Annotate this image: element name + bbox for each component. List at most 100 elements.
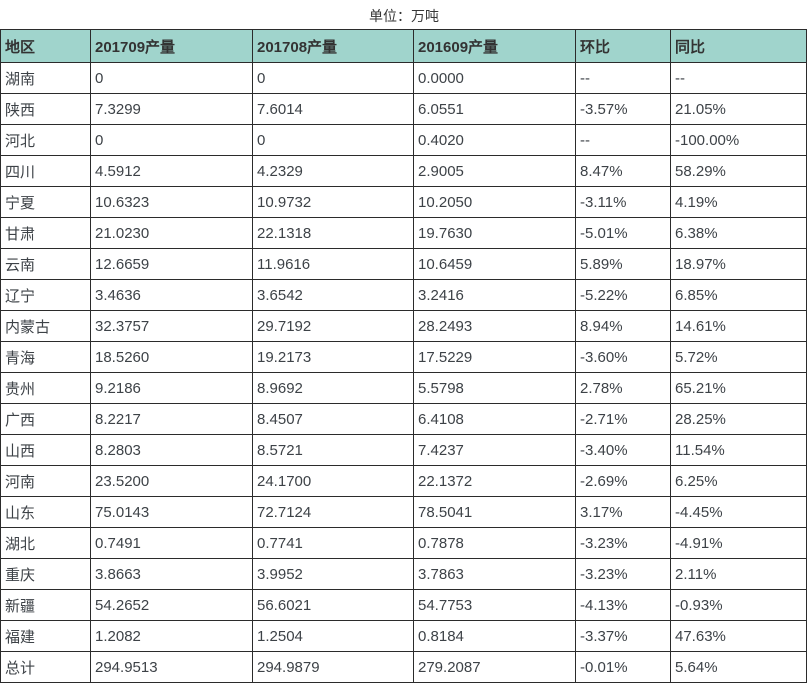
cell-201708-output: 3.9952 <box>252 558 414 590</box>
table-header: 地区 201709产量 201708产量 201609产量 环比 同比 <box>0 29 807 63</box>
cell-yoy: 47.63% <box>670 620 807 652</box>
column-header-region: 地区 <box>0 29 91 63</box>
cell-201609-output: 10.2050 <box>413 186 576 218</box>
cell-201609-output: 7.4237 <box>413 434 576 466</box>
cell-201709-output: 21.0230 <box>90 217 253 249</box>
column-header-mom: 环比 <box>575 29 671 63</box>
cell-mom: 5.89% <box>575 248 671 280</box>
cell-201708-output: 72.7124 <box>252 496 414 528</box>
table-row: 内蒙古 32.3757 29.7192 28.2493 8.94% 14.61% <box>0 310 807 342</box>
cell-201609-output: 279.2087 <box>413 651 576 683</box>
table-row: 青海 18.5260 19.2173 17.5229 -3.60% 5.72% <box>0 341 807 373</box>
cell-201709-output: 9.2186 <box>90 372 253 404</box>
cell-201709-output: 0.7491 <box>90 527 253 559</box>
cell-region: 陕西 <box>0 93 91 125</box>
column-header-201708-output: 201708产量 <box>252 29 414 63</box>
cell-mom: 8.94% <box>575 310 671 342</box>
cell-201609-output: 6.0551 <box>413 93 576 125</box>
cell-201708-output: 8.9692 <box>252 372 414 404</box>
cell-201709-output: 4.5912 <box>90 155 253 187</box>
cell-201609-output: 78.5041 <box>413 496 576 528</box>
table-row-total: 总计 294.9513 294.9879 279.2087 -0.01% 5.64% <box>0 651 807 683</box>
cell-mom: -0.01% <box>575 651 671 683</box>
cell-mom: -3.37% <box>575 620 671 652</box>
cell-201609-output: 17.5229 <box>413 341 576 373</box>
cell-region: 贵州 <box>0 372 91 404</box>
cell-201708-output: 0.7741 <box>252 527 414 559</box>
cell-region: 内蒙古 <box>0 310 91 342</box>
cell-yoy: 5.64% <box>670 651 807 683</box>
table-row: 山东 75.0143 72.7124 78.5041 3.17% -4.45% <box>0 496 807 528</box>
cell-201708-output: 294.9879 <box>252 651 414 683</box>
cell-mom: -2.71% <box>575 403 671 435</box>
cell-yoy: 6.38% <box>670 217 807 249</box>
cell-region: 总计 <box>0 651 91 683</box>
cell-201709-output: 0 <box>90 62 253 94</box>
cell-201609-output: 3.7863 <box>413 558 576 590</box>
cell-201708-output: 8.4507 <box>252 403 414 435</box>
cell-mom: 2.78% <box>575 372 671 404</box>
cell-201609-output: 3.2416 <box>413 279 576 311</box>
cell-201708-output: 0 <box>252 124 414 156</box>
table-row: 山西 8.2803 8.5721 7.4237 -3.40% 11.54% <box>0 434 807 466</box>
cell-201609-output: 54.7753 <box>413 589 576 621</box>
cell-201609-output: 6.4108 <box>413 403 576 435</box>
cell-region: 湖南 <box>0 62 91 94</box>
cell-201709-output: 54.2652 <box>90 589 253 621</box>
cell-201709-output: 8.2217 <box>90 403 253 435</box>
cell-mom: -5.01% <box>575 217 671 249</box>
cell-mom: -3.23% <box>575 527 671 559</box>
cell-201708-output: 1.2504 <box>252 620 414 652</box>
table-row: 陕西 7.3299 7.6014 6.0551 -3.57% 21.05% <box>0 93 807 125</box>
cell-mom: -5.22% <box>575 279 671 311</box>
table-row: 甘肃 21.0230 22.1318 19.7630 -5.01% 6.38% <box>0 217 807 249</box>
table-row: 云南 12.6659 11.9616 10.6459 5.89% 18.97% <box>0 248 807 280</box>
cell-region: 湖北 <box>0 527 91 559</box>
cell-201709-output: 32.3757 <box>90 310 253 342</box>
cell-201708-output: 4.2329 <box>252 155 414 187</box>
table-row: 河南 23.5200 24.1700 22.1372 -2.69% 6.25% <box>0 465 807 497</box>
cell-201709-output: 23.5200 <box>90 465 253 497</box>
table-row: 四川 4.5912 4.2329 2.9005 8.47% 58.29% <box>0 155 807 187</box>
cell-mom: -3.40% <box>575 434 671 466</box>
cell-region: 山东 <box>0 496 91 528</box>
cell-201709-output: 294.9513 <box>90 651 253 683</box>
cell-yoy: -- <box>670 62 807 94</box>
cell-yoy: 65.21% <box>670 372 807 404</box>
cell-yoy: 6.25% <box>670 465 807 497</box>
cell-201709-output: 75.0143 <box>90 496 253 528</box>
cell-201708-output: 19.2173 <box>252 341 414 373</box>
cell-yoy: -0.93% <box>670 589 807 621</box>
cell-201709-output: 8.2803 <box>90 434 253 466</box>
cell-201709-output: 3.4636 <box>90 279 253 311</box>
column-header-201609-output: 201609产量 <box>413 29 576 63</box>
cell-mom: -3.23% <box>575 558 671 590</box>
cell-mom: -2.69% <box>575 465 671 497</box>
cell-region: 河北 <box>0 124 91 156</box>
cell-mom: -- <box>575 62 671 94</box>
cell-201708-output: 3.6542 <box>252 279 414 311</box>
cell-region: 新疆 <box>0 589 91 621</box>
cell-201609-output: 22.1372 <box>413 465 576 497</box>
cell-201708-output: 8.5721 <box>252 434 414 466</box>
table-row: 广西 8.2217 8.4507 6.4108 -2.71% 28.25% <box>0 403 807 435</box>
cell-201609-output: 0.0000 <box>413 62 576 94</box>
cell-mom: -- <box>575 124 671 156</box>
table-row: 河北 0 0 0.4020 -- -100.00% <box>0 124 807 156</box>
cell-201708-output: 24.1700 <box>252 465 414 497</box>
cell-201708-output: 29.7192 <box>252 310 414 342</box>
cell-201709-output: 1.2082 <box>90 620 253 652</box>
cell-201708-output: 22.1318 <box>252 217 414 249</box>
table-row: 贵州 9.2186 8.9692 5.5798 2.78% 65.21% <box>0 372 807 404</box>
cell-region: 福建 <box>0 620 91 652</box>
cell-yoy: 4.19% <box>670 186 807 218</box>
cell-region: 重庆 <box>0 558 91 590</box>
cell-201609-output: 0.8184 <box>413 620 576 652</box>
column-header-yoy: 同比 <box>670 29 807 63</box>
table-row: 新疆 54.2652 56.6021 54.7753 -4.13% -0.93% <box>0 589 807 621</box>
cell-yoy: -4.45% <box>670 496 807 528</box>
cell-mom: -3.11% <box>575 186 671 218</box>
cell-201708-output: 0 <box>252 62 414 94</box>
cell-201709-output: 10.6323 <box>90 186 253 218</box>
